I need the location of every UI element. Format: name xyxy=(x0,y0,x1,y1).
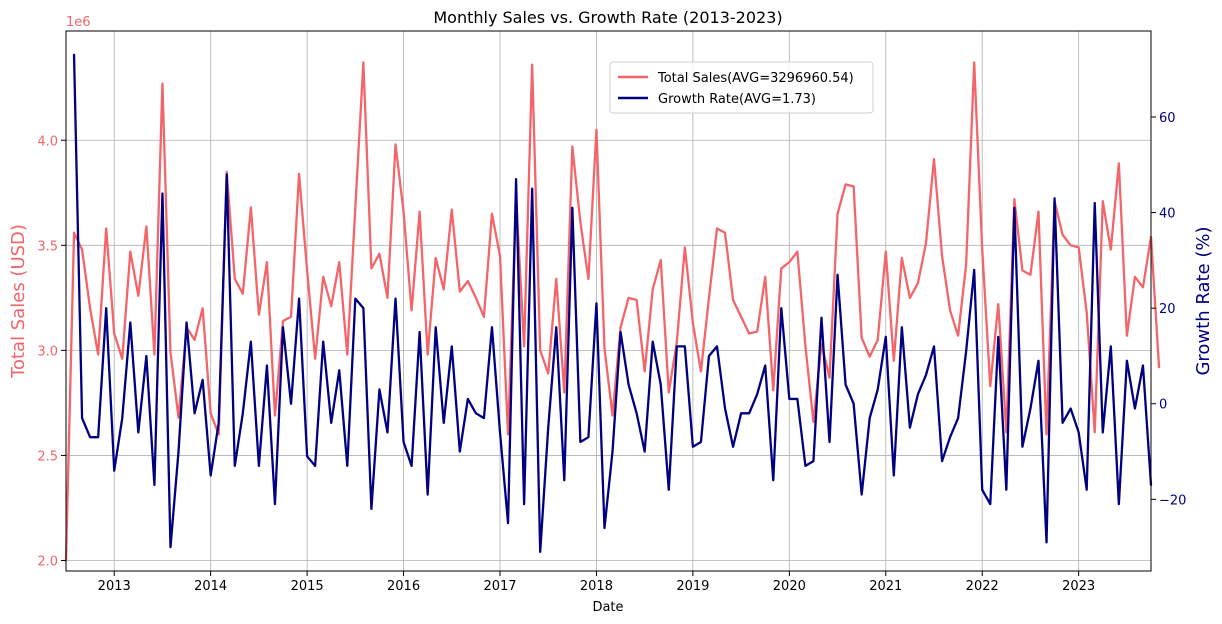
y-axis-left-label: Total Sales (USD) xyxy=(8,224,29,379)
x-tick-label: 2017 xyxy=(483,579,516,594)
y-left-tick-label: 3.0 xyxy=(37,344,58,359)
y-left-tick-label: 3.5 xyxy=(37,239,58,254)
legend-label-growth: Growth Rate(AVG=1.73) xyxy=(658,92,816,107)
left-axis-offset: 1e6 xyxy=(66,15,91,30)
y-right-tick-label: −20 xyxy=(1159,493,1186,508)
y-right-tick-label: 0 xyxy=(1159,398,1167,413)
x-tick-label: 2018 xyxy=(580,579,613,594)
axis-ticks: 2013 2014 2015 2016 2017 2018 2019 2020 2021 2022… xyxy=(37,111,1186,594)
y-left-tick-label: 2.5 xyxy=(37,449,58,464)
y-left-tick-label: 4.0 xyxy=(37,134,58,149)
x-axis-label: Date xyxy=(592,600,623,615)
sales-series-layer xyxy=(64,61,1161,562)
x-tick-label: 2013 xyxy=(98,579,131,594)
growth-series-line xyxy=(72,53,1153,554)
chart-title: Monthly Sales vs. Growth Rate (2013-2023… xyxy=(433,8,782,27)
x-tick-label: 2016 xyxy=(387,579,420,594)
x-tick-label: 2014 xyxy=(194,579,227,594)
legend-label-sales: Total Sales(AVG=3296960.54) xyxy=(657,71,854,86)
growth-series-layer xyxy=(72,53,1153,554)
y-right-tick-label: 20 xyxy=(1159,302,1176,317)
y-left-tick-label: 2.0 xyxy=(37,554,58,569)
legend: Total Sales(AVG=3296960.54) Growth Rate(… xyxy=(609,61,874,114)
x-tick-label: 2015 xyxy=(291,579,324,594)
x-tick-label: 2023 xyxy=(1062,579,1095,594)
y-right-tick-label: 40 xyxy=(1159,207,1176,222)
sales-series-line xyxy=(64,61,1161,562)
x-tick-label: 2021 xyxy=(869,579,902,594)
grid-lines xyxy=(66,31,1151,571)
x-tick-label: 2019 xyxy=(676,579,709,594)
legend-box xyxy=(609,61,874,114)
x-tick-label: 2020 xyxy=(773,579,806,594)
y-right-tick-label: 60 xyxy=(1159,111,1176,126)
x-tick-label: 2022 xyxy=(966,579,999,594)
plot-frame xyxy=(65,30,1152,572)
y-axis-right-label: Growth Rate (%) xyxy=(1193,226,1214,375)
